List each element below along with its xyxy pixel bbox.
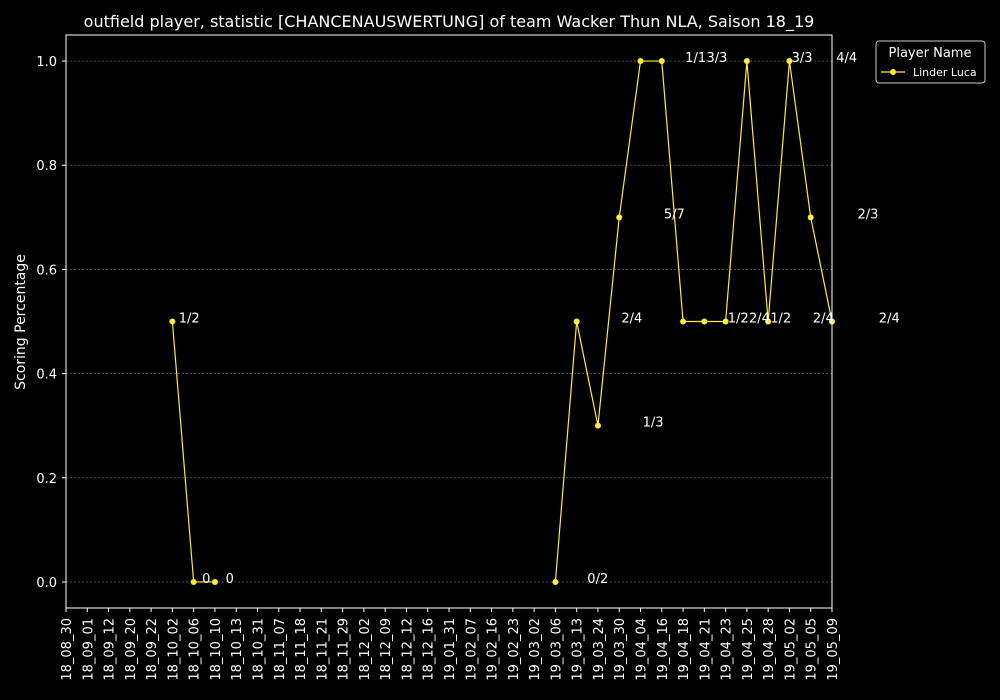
data-point: [786, 58, 793, 65]
legend-marker: [890, 69, 896, 75]
x-tick-label: 18_12_16: [422, 618, 437, 681]
data-label: 2/4: [813, 312, 834, 327]
chart-title: outfield player, statistic [CHANCENAUSWE…: [84, 12, 815, 32]
x-tick-label: 18_09_01: [81, 618, 96, 681]
data-point: [722, 318, 729, 325]
x-tick-label: 18_11_18: [294, 618, 309, 681]
x-tick-label: 19_04_21: [698, 618, 713, 681]
x-tick-label: 19_04_04: [635, 618, 650, 681]
y-tick-label: 0.2: [36, 472, 57, 487]
x-tick-label: 19_03_02: [528, 618, 543, 681]
data-label: 1/1: [685, 51, 706, 66]
x-tick-label: 19_03_30: [613, 618, 628, 681]
data-label: 2/4: [749, 312, 770, 327]
data-label: 1/2: [770, 312, 791, 327]
x-tick-label: 18_11_21: [315, 618, 330, 681]
x-tick-label: 18_11_29: [337, 618, 352, 681]
x-tick-label: 18_09_20: [124, 618, 139, 681]
legend: Player Name Linder Luca: [875, 40, 986, 84]
data-label: 4/4: [836, 51, 857, 66]
data-point: [573, 318, 580, 325]
data-point: [765, 318, 772, 325]
legend-title: Player Name: [889, 46, 972, 61]
data-label: 5/7: [664, 207, 685, 222]
x-tick-label: 18_10_10: [209, 618, 224, 681]
data-label: 3/3: [792, 51, 813, 66]
legend-entry-label: Linder Luca: [913, 66, 977, 79]
x-tick-label: 18_10_31: [252, 618, 267, 681]
data-label: 1/2: [179, 312, 200, 327]
x-tick-label: 18_12_02: [358, 618, 373, 681]
data-label: 2/3: [858, 207, 879, 222]
data-point: [680, 318, 687, 325]
x-tick-label: 18_10_06: [188, 618, 203, 681]
data-point: [807, 214, 814, 221]
x-tick-label: 18_11_07: [273, 618, 288, 681]
y-tick-label: 1.0: [36, 55, 57, 70]
data-label: 2/4: [621, 312, 642, 327]
x-tick-label: 19_04_28: [762, 618, 777, 681]
x-tick-label: 19_02_07: [464, 618, 479, 681]
data-point: [211, 578, 218, 585]
data-label: 0: [202, 572, 210, 587]
x-tick-label: 19_04_25: [741, 618, 756, 681]
y-tick-label: 0.4: [36, 368, 57, 383]
x-tick-label: 18_09_22: [145, 618, 160, 681]
data-label: 3/3: [706, 51, 727, 66]
y-axis: 0.0 0.2 0.4 0.6 0.8 1.0: [36, 55, 66, 591]
data-point: [701, 318, 708, 325]
data-point: [743, 58, 750, 65]
x-tick-label: 19_03_24: [592, 618, 607, 681]
data-label: 0: [226, 572, 234, 587]
y-tick-label: 0.0: [36, 576, 57, 591]
x-tick-label: 19_03_06: [549, 618, 564, 681]
x-tick-label: 19_04_16: [656, 618, 671, 681]
x-tick-label: 18_10_02: [166, 618, 181, 681]
x-tick-label: 19_02_16: [486, 618, 501, 681]
x-tick-label: 19_05_05: [805, 618, 820, 681]
data-point: [552, 578, 559, 585]
data-point: [658, 58, 665, 65]
x-tick-label: 19_05_02: [783, 618, 798, 681]
data-point: [637, 58, 644, 65]
x-axis: 18_08_30 18_09_01 18_09_12 18_09_20 18_09_22…: [60, 608, 841, 681]
series-line: [554, 60, 833, 583]
data-label: 0/2: [587, 572, 608, 587]
data-point: [190, 578, 197, 585]
plot-frame: [65, 34, 833, 609]
x-tick-label: 19_05_09: [826, 618, 841, 681]
data-label: 1/3: [643, 416, 664, 431]
x-tick-label: 18_09_12: [103, 618, 118, 681]
x-tick-label: 18_12_09: [379, 618, 394, 681]
x-tick-label: 19_04_23: [720, 618, 735, 681]
data-label: 2/4: [879, 312, 900, 327]
x-tick-label: 19_04_18: [677, 618, 692, 681]
x-tick-label: 18_10_13: [230, 618, 245, 681]
x-tick-label: 18_08_30: [60, 618, 75, 681]
data-point: [594, 422, 601, 429]
series-layer: [169, 58, 835, 585]
y-tick-label: 0.6: [36, 263, 57, 278]
data-label: 1/2: [728, 312, 749, 327]
x-tick-label: 19_01_31: [443, 618, 458, 681]
data-labels: 1/20 0 0/22/41/35/71/1 3/31/2 2/4 1/23/32/44/…: [179, 51, 900, 587]
x-tick-label: 18_12_12: [400, 618, 415, 681]
y-tick-label: 0.8: [36, 159, 57, 174]
y-axis-label: Scoring Percentage: [13, 254, 29, 390]
x-tick-label: 19_03_13: [571, 618, 586, 681]
data-point: [169, 318, 176, 325]
x-tick-label: 19_02_23: [507, 618, 522, 681]
data-point: [616, 214, 623, 221]
